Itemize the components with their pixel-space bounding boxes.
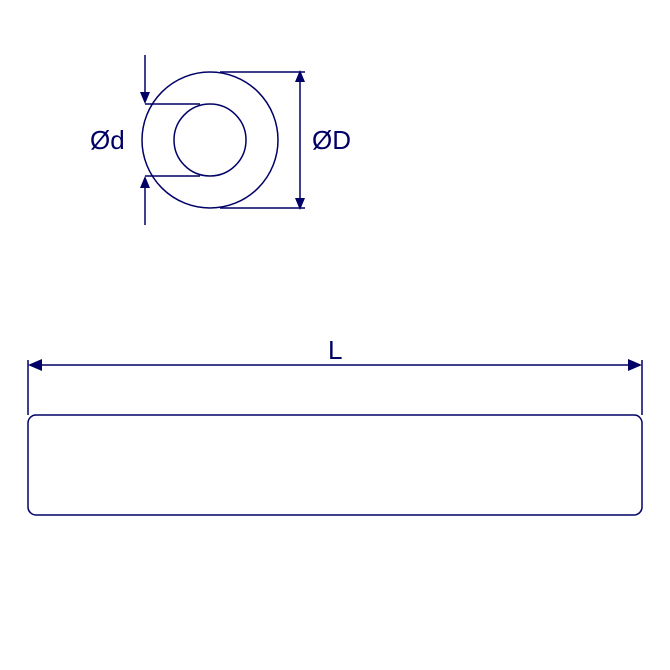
arrow-down-icon <box>140 92 150 104</box>
outer-diameter-label: ØD <box>312 125 351 156</box>
arrow-left-icon <box>28 359 42 371</box>
inner-diameter-label: Ød <box>90 125 125 156</box>
outer-circle <box>142 72 278 208</box>
arrow-right-icon <box>628 359 642 371</box>
side-view-rect <box>28 415 642 515</box>
arrow-up-icon <box>140 176 150 188</box>
length-label: L <box>328 335 342 366</box>
technical-drawing: Ød ØD L <box>0 0 670 670</box>
inner-circle <box>174 104 246 176</box>
